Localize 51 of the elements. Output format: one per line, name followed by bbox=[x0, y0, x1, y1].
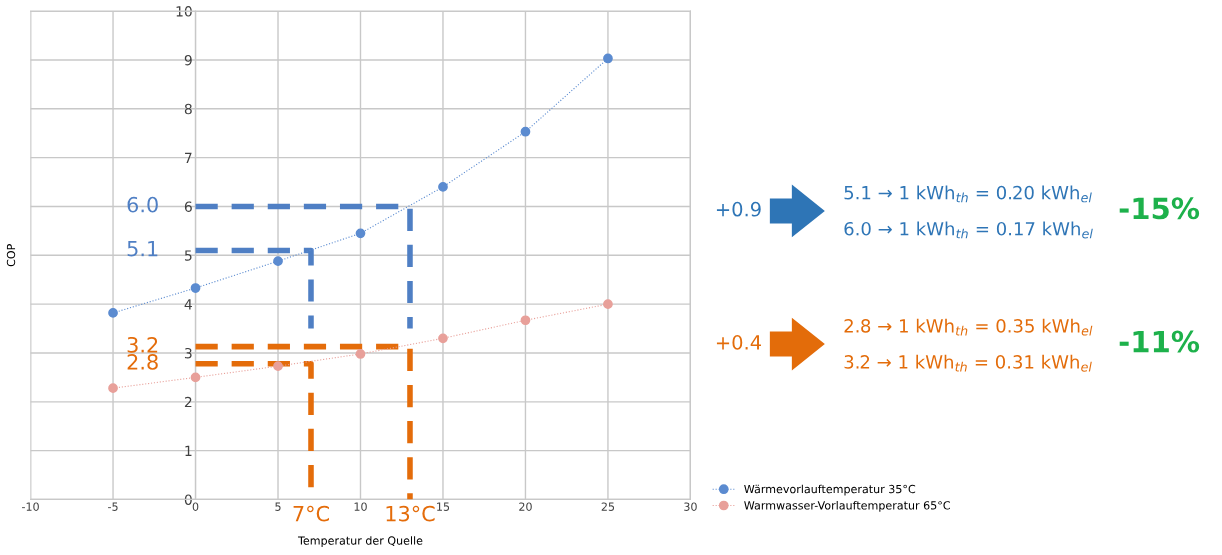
x-axis-title: Temperatur der Quelle bbox=[297, 536, 423, 547]
y-tick-label: 7 bbox=[185, 152, 192, 163]
text: -15% bbox=[1119, 197, 1200, 220]
y-tick-label: 3 bbox=[184, 347, 192, 359]
text: 6.0 → 1 kWh$_{th}$ = 0.17 kWh$_{el}$ bbox=[844, 221, 1093, 239]
y-tick-label: 9 bbox=[184, 54, 192, 66]
x-tick-label: 15 bbox=[437, 502, 450, 511]
point bbox=[190, 372, 201, 383]
y-tick-label: 6 bbox=[184, 201, 192, 212]
x-tick-label: 20 bbox=[519, 502, 532, 511]
annotation: 6.0 bbox=[127, 196, 158, 213]
x-tick-label: 10 bbox=[354, 502, 367, 511]
text: +0.4 bbox=[716, 335, 761, 350]
point bbox=[520, 315, 531, 326]
annotation: 13°C bbox=[386, 505, 435, 522]
point bbox=[603, 53, 613, 64]
legend-label: Wärmevorlauftemperatur 35°C bbox=[744, 484, 916, 496]
text: 2.8 → 1 kWh$_{th}$ = 0.35 kWh$_{el}$ bbox=[844, 318, 1093, 336]
point bbox=[108, 383, 118, 394]
y-tick-label: 4 bbox=[184, 299, 192, 310]
y-tick-label: 10 bbox=[176, 6, 192, 17]
point bbox=[520, 126, 531, 137]
point bbox=[355, 228, 366, 239]
point bbox=[273, 256, 283, 267]
point bbox=[190, 283, 201, 293]
point bbox=[273, 361, 283, 372]
y-tick-label: 5 bbox=[184, 250, 192, 261]
point bbox=[438, 333, 448, 344]
legend-label: Warmwasser-Vorlauftemperatur 65°C bbox=[744, 500, 950, 512]
annotation: 7°C bbox=[293, 505, 329, 522]
x-tick-label: 5 bbox=[275, 502, 281, 511]
y-axis-title: COP bbox=[6, 244, 16, 267]
x-tick-label: 0 bbox=[192, 502, 199, 511]
y-tick-label: 8 bbox=[184, 103, 192, 115]
text: 3.2 → 1 kWh$_{th}$ = 0.31 kWh$_{el}$ bbox=[844, 354, 1092, 372]
annotation: 3.2 bbox=[127, 336, 158, 353]
text: +0.9 bbox=[716, 201, 761, 217]
point bbox=[355, 349, 366, 359]
x-tick-label: -5 bbox=[108, 502, 118, 511]
annotation: 5.1 bbox=[127, 240, 158, 257]
x-tick-label: 30 bbox=[684, 502, 697, 511]
text: 5.1 → 1 kWh$_{th}$ = 0.20 kWh$_{el}$ bbox=[844, 185, 1092, 203]
y-tick-label: 2 bbox=[184, 396, 192, 408]
x-tick-label: -10 bbox=[22, 502, 39, 511]
point bbox=[603, 299, 613, 310]
point bbox=[108, 308, 118, 318]
x-tick-label: 25 bbox=[601, 502, 615, 511]
annotation: 2.8 bbox=[127, 354, 158, 370]
text: -11% bbox=[1119, 330, 1200, 353]
point bbox=[438, 182, 448, 192]
y-tick-label: 1 bbox=[185, 445, 192, 456]
